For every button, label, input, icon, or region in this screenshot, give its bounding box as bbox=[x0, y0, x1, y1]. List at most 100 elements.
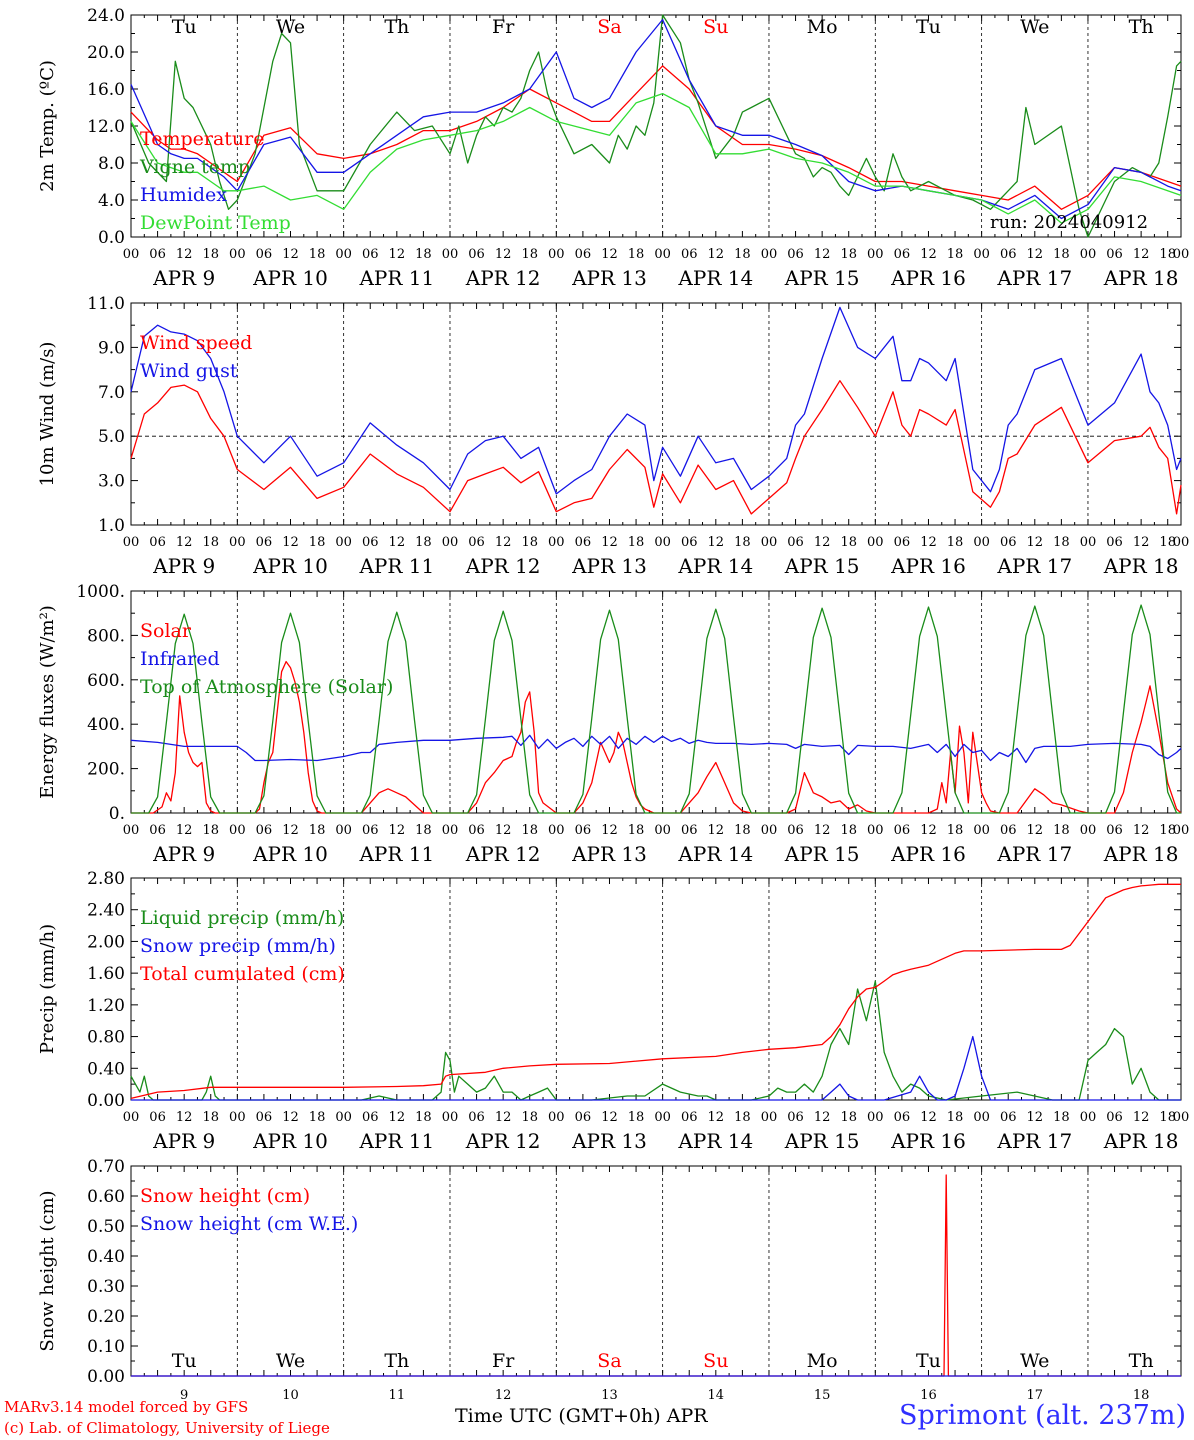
y-tick-label: 600. bbox=[87, 671, 125, 691]
hour-tick-label: 06 bbox=[1000, 1110, 1017, 1125]
hour-tick-label: 06 bbox=[681, 823, 698, 838]
y-tick-label: 24.0 bbox=[87, 6, 125, 26]
hour-tick-label: 06 bbox=[787, 535, 804, 550]
hour-tick-label: 06 bbox=[575, 247, 592, 262]
legend-entry: Solar bbox=[140, 620, 192, 642]
hour-tick-label: 18 bbox=[840, 535, 857, 550]
day-number-label: 15 bbox=[814, 1388, 831, 1403]
day-name-label: We bbox=[276, 1350, 305, 1372]
hour-tick-label: 00 bbox=[1173, 1110, 1190, 1125]
lab-credit: (c) Lab. of Climatology, University of L… bbox=[4, 1419, 330, 1437]
hour-tick-label: 00 bbox=[654, 247, 671, 262]
hour-tick-label: 06 bbox=[256, 1110, 273, 1125]
hour-tick-label: 12 bbox=[389, 1110, 406, 1125]
day-number-label: 10 bbox=[282, 1388, 299, 1403]
hour-tick-label: 06 bbox=[575, 535, 592, 550]
date-label: APR 10 bbox=[252, 554, 328, 578]
date-label: APR 11 bbox=[358, 266, 434, 290]
hour-tick-label: 18 bbox=[415, 1110, 432, 1125]
panel-temperature: 0.0 4.0 8.0 12.0 16.0 20.0 24.0 2m Temp. (ºC) Tu… bbox=[37, 6, 1189, 290]
date-label: APR 9 bbox=[152, 1129, 215, 1153]
hour-tick-label: 00 bbox=[654, 535, 671, 550]
hour-tick-label: 12 bbox=[1027, 535, 1044, 550]
hour-tick-label: 18 bbox=[947, 823, 964, 838]
series-line-snow-precip-mm-h- bbox=[131, 1035, 1181, 1101]
hour-tick-label: 00 bbox=[867, 247, 884, 262]
day-name-label: Tu bbox=[172, 1350, 197, 1372]
hour-tick-label: 06 bbox=[362, 823, 379, 838]
hour-tick-label: 18 bbox=[309, 247, 326, 262]
date-label: APR 15 bbox=[784, 266, 860, 290]
date-label: APR 18 bbox=[1103, 842, 1179, 866]
y-tick-label: 12.0 bbox=[87, 117, 125, 137]
date-label: APR 13 bbox=[571, 554, 647, 578]
day-number-label: 14 bbox=[708, 1388, 725, 1403]
day-number-label: 16 bbox=[920, 1388, 937, 1403]
hour-tick-label: 00 bbox=[973, 823, 990, 838]
date-label: APR 11 bbox=[358, 554, 434, 578]
hour-tick-label: 18 bbox=[1053, 1110, 1070, 1125]
hour-tick-label: 12 bbox=[814, 535, 831, 550]
day-name-label: Th bbox=[384, 16, 409, 38]
hour-tick-label: 12 bbox=[920, 823, 937, 838]
y-tick-label: 800. bbox=[87, 626, 125, 646]
hour-tick-label: 06 bbox=[1000, 247, 1017, 262]
hour-tick-label: 00 bbox=[229, 823, 246, 838]
hour-tick-label: 12 bbox=[601, 247, 618, 262]
series-line-wind-gust bbox=[130, 306, 1182, 495]
hour-tick-label: 06 bbox=[894, 823, 911, 838]
date-label: APR 9 bbox=[152, 266, 215, 290]
hour-tick-label: 00 bbox=[1080, 247, 1097, 262]
hour-tick-label: 12 bbox=[814, 247, 831, 262]
y-tick-label: 8.0 bbox=[98, 154, 125, 174]
hour-tick-label: 00 bbox=[442, 535, 459, 550]
day-name-label: Sa bbox=[597, 16, 621, 38]
hour-tick-label: 12 bbox=[495, 823, 512, 838]
y-tick-label: 3.0 bbox=[98, 472, 125, 492]
y-axis-title: 10m Wind (m/s) bbox=[37, 342, 58, 487]
hour-tick-label: 00 bbox=[548, 247, 565, 262]
legend-entry: Snow height (cm) bbox=[140, 1185, 310, 1207]
panel-snow: 0.00 0.10 0.20 0.30 0.40 0.50 0.60 0.70 Snow hei… bbox=[37, 1157, 1182, 1403]
hour-tick-label: 06 bbox=[894, 535, 911, 550]
hour-tick-label: 18 bbox=[309, 823, 326, 838]
hour-tick-label: 00 bbox=[123, 247, 140, 262]
legend-entry: Temperature bbox=[140, 128, 264, 150]
series-line-liquid-precip-mm-h- bbox=[130, 980, 1181, 1101]
y-axis-title: Precip (mm/h) bbox=[37, 924, 58, 1054]
hour-tick-label: 00 bbox=[335, 535, 352, 550]
y-tick-label: 0.80 bbox=[87, 1028, 125, 1048]
y-tick-label: 1000. bbox=[76, 582, 125, 602]
hour-tick-label: 18 bbox=[628, 1110, 645, 1125]
hour-tick-label: 18 bbox=[1159, 823, 1176, 838]
hour-tick-label: 06 bbox=[575, 1110, 592, 1125]
hour-tick-label: 00 bbox=[229, 1110, 246, 1125]
day-name-label: Sa bbox=[597, 1350, 621, 1372]
hour-tick-label: 12 bbox=[495, 1110, 512, 1125]
day-name-label: Fr bbox=[492, 16, 515, 38]
hour-tick-label: 18 bbox=[202, 823, 219, 838]
date-label: APR 14 bbox=[677, 554, 753, 578]
hour-tick-label: 00 bbox=[1173, 247, 1190, 262]
legend-entry: Wind speed bbox=[140, 332, 252, 354]
y-tick-label: 7.0 bbox=[98, 383, 125, 403]
hour-tick-label: 06 bbox=[256, 535, 273, 550]
hour-tick-label: 12 bbox=[1133, 823, 1150, 838]
plot-frame bbox=[130, 302, 1182, 526]
day-name-label: We bbox=[1020, 16, 1049, 38]
series-line-infrared bbox=[130, 734, 1182, 764]
day-number-label: 12 bbox=[495, 1388, 512, 1403]
date-label: APR 9 bbox=[152, 842, 215, 866]
legend-entry: Total cumulated (cm) bbox=[140, 963, 345, 985]
panel-energy: 0. 200. 400. 600. 800. 1000. Energy fluxes (W/… bbox=[37, 582, 1189, 866]
day-name-label: Mo bbox=[807, 16, 838, 38]
hour-tick-label: 00 bbox=[229, 535, 246, 550]
date-label: APR 12 bbox=[465, 842, 541, 866]
hour-tick-label: 12 bbox=[176, 247, 193, 262]
hour-tick-label: 12 bbox=[1027, 1110, 1044, 1125]
hour-tick-label: 12 bbox=[176, 1110, 193, 1125]
day-name-label: We bbox=[276, 16, 305, 38]
hour-tick-label: 06 bbox=[362, 247, 379, 262]
hour-tick-label: 18 bbox=[521, 1110, 538, 1125]
hour-tick-label: 00 bbox=[548, 823, 565, 838]
